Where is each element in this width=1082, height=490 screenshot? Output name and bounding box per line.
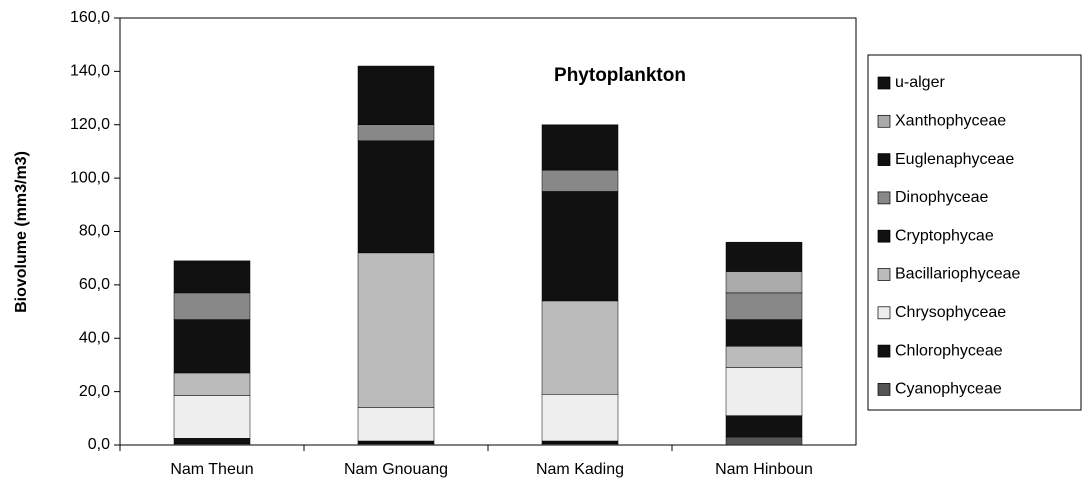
legend-swatch — [877, 306, 891, 320]
legend-swatch — [877, 229, 891, 243]
y-tick-label: 120,0 — [70, 116, 110, 133]
legend-label: Euglenaphyceae — [895, 151, 1014, 168]
y-tick-label: 160,0 — [70, 9, 110, 26]
bar-segment — [357, 65, 435, 125]
bar-segment — [725, 319, 803, 347]
bar-segment — [173, 260, 251, 294]
bar-segment — [173, 292, 251, 320]
bar-segment — [541, 394, 619, 442]
bar-segment — [541, 191, 619, 302]
bar-segment — [541, 169, 619, 192]
legend-swatch — [877, 76, 891, 90]
bar-segment — [725, 367, 803, 416]
bar-segment — [173, 372, 251, 396]
chart-title: Phytoplankton — [554, 65, 686, 86]
bar-segment — [173, 438, 251, 444]
x-tick-label: Nam Kading — [536, 461, 624, 478]
bar-segment — [725, 241, 803, 272]
y-tick-label: 40,0 — [79, 329, 110, 346]
legend-swatch — [877, 268, 891, 281]
x-tick-label: Nam Hinboun — [715, 461, 813, 478]
bar-segment — [541, 300, 619, 395]
legend-swatch — [877, 153, 891, 166]
bar-segment — [725, 415, 803, 438]
legend-label: u-alger — [895, 74, 945, 91]
legend-label: Bacillariophyceae — [895, 266, 1021, 283]
legend-label: Cyanophyceae — [895, 381, 1002, 398]
bar-segment — [357, 440, 435, 444]
bar-segment — [725, 436, 803, 446]
legend-label: Xanthophyceae — [895, 113, 1006, 130]
y-tick-label: 20,0 — [79, 383, 110, 400]
bar-segment — [725, 346, 803, 368]
x-tick-label: Nam Theun — [170, 461, 253, 478]
legend-label: Chrysophyceae — [895, 304, 1006, 321]
legend-swatch — [877, 383, 891, 396]
bar-segment — [357, 407, 435, 442]
legend-swatch — [877, 344, 891, 358]
bar-segment — [725, 271, 803, 294]
y-tick-label: 140,0 — [70, 63, 110, 80]
legend-label: Cryptophycae — [895, 227, 994, 244]
bar-segment — [357, 140, 435, 254]
legend-swatch — [877, 114, 891, 128]
legend-swatch — [877, 191, 891, 205]
y-axis-label: Biovolume (mm3/m3) — [13, 151, 30, 313]
legend-box — [867, 54, 1082, 411]
bar-segment — [725, 292, 803, 320]
legend-label: Dinophyceae — [895, 189, 989, 206]
bar-segment — [541, 440, 619, 444]
bar-segment — [357, 252, 435, 408]
y-tick-label: 60,0 — [79, 276, 110, 293]
x-tick-label: Nam Gnouang — [344, 461, 448, 478]
bar-segment — [541, 124, 619, 171]
bar-segment — [173, 395, 251, 439]
y-tick-label: 0,0 — [88, 436, 110, 453]
y-tick-label: 80,0 — [79, 223, 110, 240]
bar-segment — [357, 124, 435, 142]
legend-label: Chlorophyceae — [895, 342, 1003, 359]
bar-segment — [173, 319, 251, 374]
y-tick-label: 100,0 — [70, 169, 110, 186]
